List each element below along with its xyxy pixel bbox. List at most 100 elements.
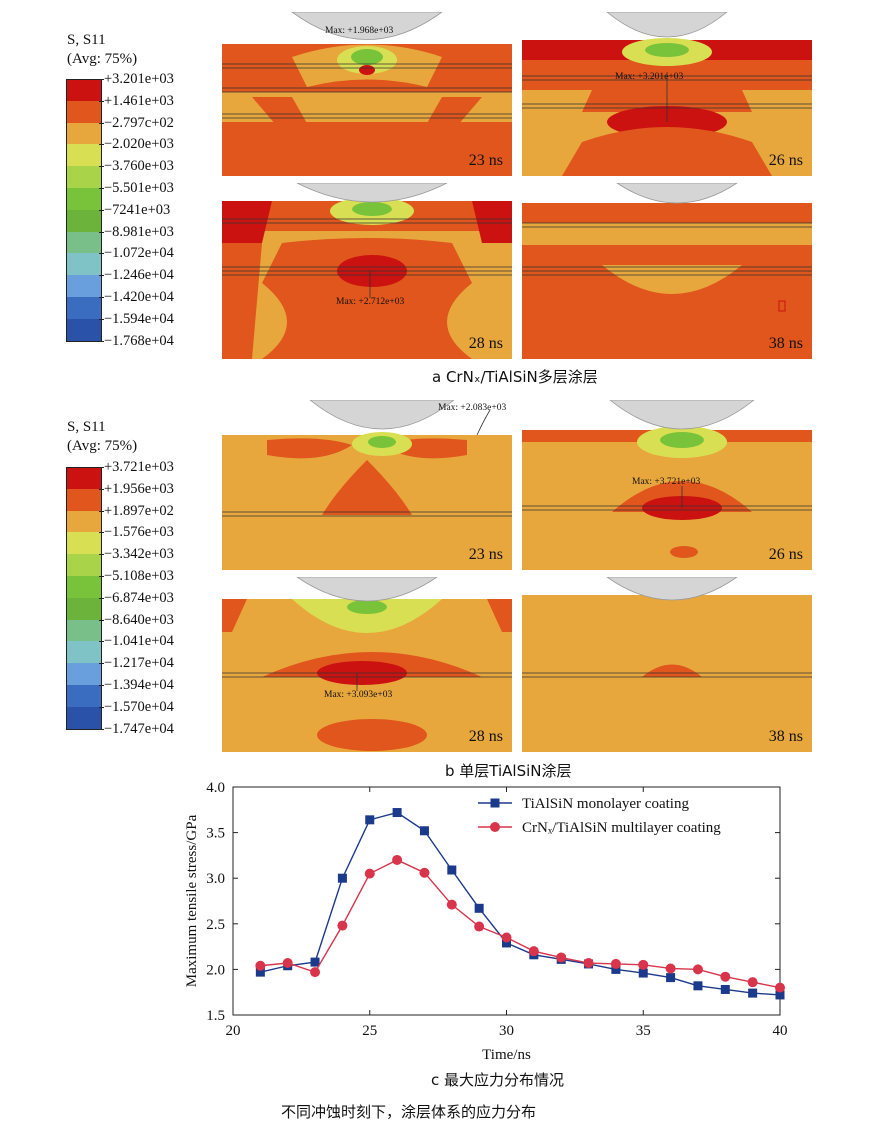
- contour-panel-b-26ns: Max: +3.721e+03 26 ns: [522, 400, 812, 570]
- legend-tick-label: −6.874e+03: [99, 589, 174, 606]
- caption-a: a CrNₓ/TiAlSiN多层涂层: [432, 368, 598, 386]
- data-point-circle: [392, 854, 403, 865]
- max-label: Max: +3.201e+03: [615, 72, 684, 82]
- y-tick-label: 4.0: [206, 780, 225, 796]
- data-point-circle: [310, 967, 321, 978]
- data-point-square: [638, 968, 648, 978]
- legend-swatch: [66, 253, 102, 276]
- data-point-square: [310, 957, 320, 967]
- data-point-circle: [556, 952, 567, 963]
- contour-panel-b-28ns: Max: +3.093e+03 28 ns: [222, 577, 512, 752]
- legend-swatch: [66, 209, 102, 232]
- legend-swatch: [66, 144, 102, 167]
- time-label: 38 ns: [768, 335, 803, 352]
- data-point-circle: [337, 920, 348, 931]
- caption-c: c 最大应力分布情况: [431, 1071, 565, 1089]
- legend-a-subtitle: (Avg: 75%): [67, 51, 138, 67]
- x-tick-label: 20: [226, 1023, 241, 1039]
- time-label: 26 ns: [768, 152, 803, 169]
- legend-swatch: [66, 231, 102, 254]
- legend-tick-label: −3.342e+03: [99, 546, 174, 563]
- legend-swatch: [66, 275, 102, 297]
- data-point-circle: [364, 868, 375, 879]
- data-point-circle: [528, 946, 539, 957]
- y-tick-label: 1.5: [206, 1008, 225, 1024]
- time-label: 38 ns: [768, 728, 803, 745]
- legend-swatch: [66, 641, 102, 664]
- y-tick-label: 3.0: [206, 871, 225, 887]
- data-point-square: [693, 981, 703, 991]
- max-label: Max: +3.721e+03: [632, 477, 701, 487]
- data-point-square: [502, 938, 511, 948]
- contour-panel-b-38ns: 38 ns: [522, 577, 812, 752]
- legend-swatch: [66, 619, 102, 642]
- data-point-square: [447, 865, 457, 875]
- legend-swatch: [66, 166, 102, 188]
- legend-tick-label: −8.981e+03: [99, 223, 174, 240]
- max-label: Max: +1.968e+03: [325, 26, 394, 36]
- contour-panel-a-23ns: Max: +1.968e+03 23 ns: [222, 12, 512, 176]
- data-point-circle: [638, 959, 649, 970]
- contour-panel-b-23ns: Max: +2.083e+03 23 ns: [222, 400, 512, 570]
- legend-swatch: [66, 532, 102, 555]
- legend-marker-square: [490, 798, 500, 808]
- legend-swatch: [66, 576, 102, 598]
- legend-swatch: [66, 188, 102, 210]
- legend-tick-label: −1.570e+04: [99, 698, 174, 715]
- data-point-circle: [446, 899, 457, 910]
- legend-b-subtitle: (Avg: 75%): [67, 438, 138, 454]
- legend-b-title: S, S11: [67, 419, 106, 435]
- caption-b: b 单层TiAlSiN涂层: [445, 762, 572, 780]
- legend-tick-label: −1.041e+04: [99, 633, 174, 650]
- data-point-square: [392, 808, 402, 818]
- legend-tick-label: −1.768e+04: [99, 332, 174, 349]
- legend-label: CrNₓ/TiAlSiN multilayer coating: [522, 820, 721, 836]
- data-point-square: [666, 973, 676, 983]
- data-point-circle: [692, 964, 703, 975]
- legend-swatch: [66, 100, 102, 123]
- data-point-circle: [775, 982, 785, 993]
- legend-tick-label: −1.420e+04: [99, 289, 174, 305]
- data-point-circle: [282, 958, 293, 969]
- data-point-square: [474, 903, 484, 913]
- data-point-circle: [720, 971, 731, 982]
- legend-tick-label: −5.108e+03: [99, 568, 174, 584]
- y-tick-label: 2.0: [206, 962, 225, 978]
- legend-tick-label: +1.956e+03: [99, 480, 174, 497]
- legend-tick-label: −1.072e+04: [99, 245, 174, 262]
- series-line-0: [260, 811, 781, 996]
- time-label: 23 ns: [468, 152, 503, 169]
- data-point-circle: [583, 958, 594, 969]
- legend-swatch: [66, 706, 102, 730]
- data-point-circle: [419, 867, 430, 878]
- legend-swatch: [66, 554, 102, 576]
- y-axis-label: Maximum tensile stress/GPa: [184, 814, 200, 987]
- legend-tick-label: −3.760e+03: [99, 158, 174, 175]
- legend-a-title: S, S11: [67, 32, 106, 48]
- legend-tick-label: −1.217e+04: [99, 655, 174, 672]
- max-label: Max: +3.093e+03: [324, 690, 393, 700]
- legend-swatch: [66, 685, 102, 707]
- legend-marker-circle: [490, 822, 500, 832]
- x-axis-label: Time/ns: [482, 1047, 531, 1063]
- max-label: Max: +2.083e+03: [438, 403, 507, 413]
- legend-tick-label: −1.594e+04: [99, 310, 174, 327]
- legend-swatch: [66, 79, 102, 102]
- contour-panel-a-28ns: Max: +2.712e+03 28 ns: [222, 183, 512, 359]
- data-point-square: [419, 826, 429, 836]
- contour-panel-a-26ns: Max: +3.201e+03 26 ns: [522, 12, 812, 176]
- legend-tick-label: +3.201e+03: [99, 71, 174, 87]
- legend-tick-label: +1.897e+02: [99, 502, 174, 519]
- max-label: Max: +2.712e+03: [336, 297, 405, 307]
- time-label: 26 ns: [768, 546, 803, 563]
- data-point-circle: [474, 921, 485, 932]
- data-point-square: [365, 815, 375, 825]
- figure-caption: 不同冲蚀时刻下，涂层体系的应力分布: [281, 1103, 537, 1121]
- legend-swatch: [66, 467, 102, 490]
- data-point-square: [720, 984, 730, 994]
- legend-swatch: [66, 597, 102, 620]
- legend-tick-label: −7241e+03: [98, 201, 171, 218]
- legend-swatch: [66, 488, 102, 511]
- contour-panel-a-38ns: 38 ns: [522, 183, 812, 359]
- legend-tick-label: −1.246e+04: [99, 267, 174, 284]
